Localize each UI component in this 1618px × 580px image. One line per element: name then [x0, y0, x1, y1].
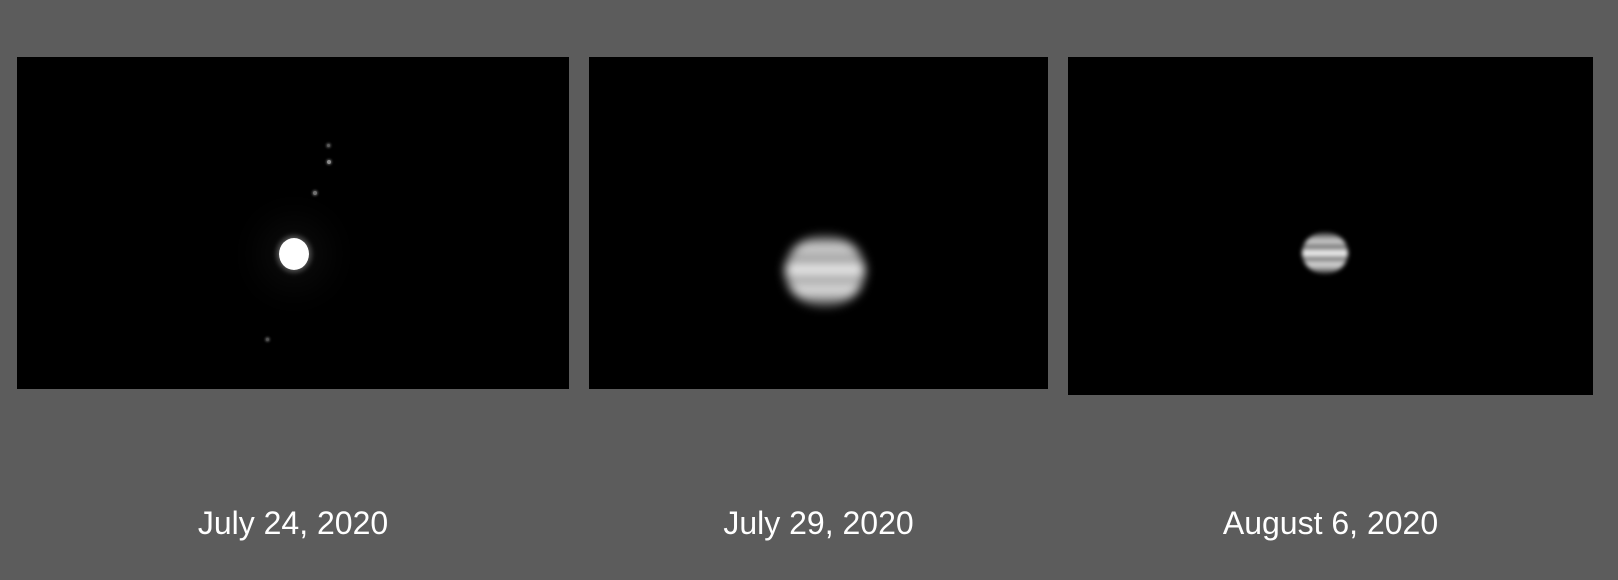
- moon-dot: [327, 160, 331, 164]
- moon-dot: [327, 144, 330, 147]
- moon-dot: [266, 338, 269, 341]
- photo-panel-august-6: [1068, 57, 1593, 395]
- caption-date-1: July 24, 2020: [197, 505, 389, 541]
- jupiter-banded-small: [1302, 232, 1348, 274]
- photo-panel-july-24: [17, 57, 569, 389]
- photo-panel-july-29: [589, 57, 1048, 389]
- jupiter-banded-large: [785, 235, 865, 307]
- caption-date-3: August 6, 2020: [1222, 505, 1439, 541]
- caption-date-2: July 29, 2020: [723, 505, 914, 541]
- moon-dot: [313, 191, 317, 195]
- jupiter-overexposed: [279, 238, 309, 270]
